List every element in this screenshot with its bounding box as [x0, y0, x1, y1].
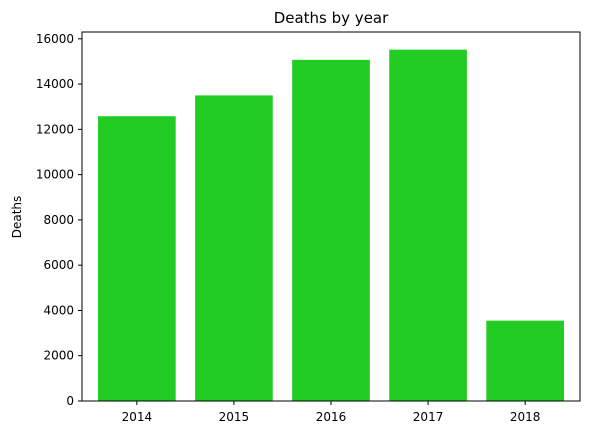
y-tick-label: 16000 — [36, 32, 74, 46]
bar-2017 — [389, 49, 467, 402]
y-axis-ticks: 0 2000 4000 6000 8000 10000 12000 14000 16000 — [36, 32, 82, 408]
y-tick-label: 12000 — [36, 122, 74, 136]
x-tick-label-2015: 2015 — [219, 410, 250, 424]
y-axis-label: Deaths — [10, 196, 24, 239]
y-tick-label: 4000 — [43, 303, 74, 317]
y-tick-label: 14000 — [36, 77, 74, 91]
x-axis-ticks: 2014 2015 2016 2017 2018 — [122, 401, 541, 424]
y-tick-label: 10000 — [36, 168, 74, 182]
x-tick-label-2018: 2018 — [510, 410, 541, 424]
y-tick-label: 8000 — [43, 213, 74, 227]
x-tick-label-2016: 2016 — [316, 410, 347, 424]
bars — [98, 49, 564, 402]
y-tick-label: 2000 — [43, 349, 74, 363]
chart-title: Deaths by year — [274, 9, 389, 27]
y-tick-label: 6000 — [43, 258, 74, 272]
bar-2015 — [195, 95, 273, 401]
bar-2014 — [98, 116, 176, 401]
x-tick-label-2014: 2014 — [122, 410, 153, 424]
plot-frame — [81, 31, 581, 402]
bar-2018 — [486, 320, 564, 401]
bar-2016 — [292, 59, 370, 401]
y-tick-label: 0 — [66, 394, 74, 408]
x-tick-label-2017: 2017 — [413, 410, 444, 424]
